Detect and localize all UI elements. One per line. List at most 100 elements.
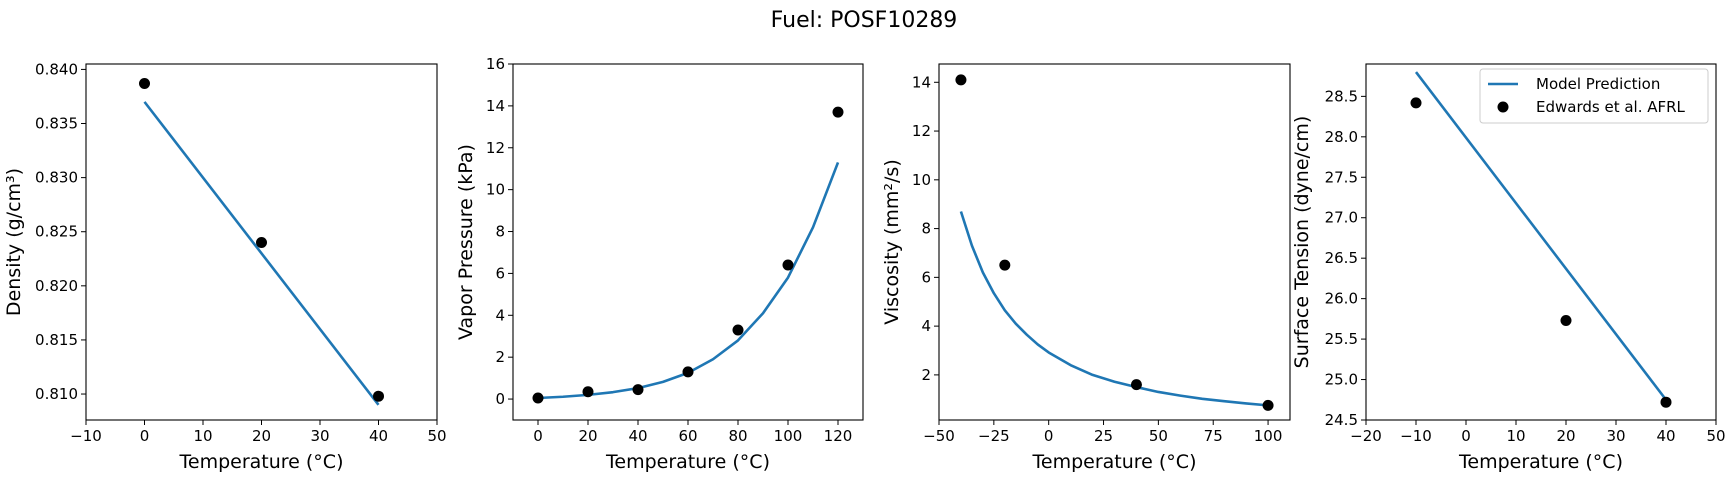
x-tick-label: 100 — [774, 427, 803, 445]
legend-box — [1479, 68, 1709, 124]
y-tick-label: 10 — [486, 181, 505, 199]
data-point — [832, 106, 844, 118]
y-tick-label: 6 — [495, 264, 505, 282]
y-tick-label: 8 — [495, 223, 505, 241]
data-point — [782, 259, 794, 271]
y-tick-label: 0 — [495, 390, 505, 408]
panel-1: −10 0 10 20 30 40 50 0.810 0.815 0.820 0.825 0.830 0… — [3, 60, 447, 473]
x-tick-label: −10 — [70, 427, 102, 445]
data-point — [1130, 379, 1142, 391]
x-tick-label: 50 — [1706, 427, 1725, 445]
data-point — [955, 74, 967, 86]
x-tick-label: −20 — [1350, 427, 1382, 445]
y-axis-label: Viscosity (mm²/s) — [881, 159, 903, 325]
data-point — [582, 386, 594, 398]
y-tick-label: 12 — [912, 122, 931, 140]
data-point — [682, 366, 694, 378]
y-tick-label: 28.0 — [1325, 128, 1358, 146]
model-prediction-line — [1414, 71, 1668, 401]
y-tick-label: 26.0 — [1325, 290, 1358, 308]
y-tick-label: 0.815 — [35, 331, 78, 349]
y-tick-label: 25.0 — [1325, 371, 1358, 389]
y-axis-label: Surface Tension (dyne/cm) — [1291, 116, 1313, 369]
data-point — [1262, 399, 1274, 411]
plot-frame — [938, 63, 1291, 421]
data-point — [139, 77, 150, 89]
y-tick-label: 27.5 — [1325, 168, 1358, 186]
y-tick-label: 16 — [486, 55, 505, 73]
x-tick-label: 50 — [1149, 427, 1168, 445]
x-tick-label: −10 — [1400, 427, 1432, 445]
y-tick-label: 2 — [495, 348, 505, 366]
data-point — [1410, 97, 1422, 109]
y-tick-label: 10 — [912, 171, 931, 189]
x-tick-label: 40 — [369, 427, 388, 445]
y-tick-label: 14 — [486, 97, 505, 115]
chart-panels: −10 0 10 20 30 40 500.8100.8150.8200.8250.8300… — [3, 55, 1726, 473]
y-tick-label: 0.820 — [35, 277, 78, 295]
x-tick-label: 0 — [533, 427, 543, 445]
x-tick-label: −50 — [923, 427, 955, 445]
data-point — [632, 384, 644, 396]
x-tick-label: 0 — [1044, 427, 1054, 445]
x-tick-label: 20 — [252, 427, 271, 445]
data-point — [1560, 314, 1572, 326]
plot-frame — [512, 63, 864, 421]
data-point — [732, 324, 744, 336]
y-tick-label: 28.5 — [1325, 87, 1358, 105]
plot-frame — [85, 63, 438, 421]
x-axis-label: Temperature (°C) — [605, 451, 770, 473]
x-tick-label: −25 — [978, 427, 1010, 445]
legend-label-model: Model Prediction — [1536, 75, 1660, 93]
x-tick-label: 60 — [678, 427, 697, 445]
model-prediction-line — [537, 161, 840, 400]
x-tick-label: 40 — [628, 427, 647, 445]
x-tick-label: 75 — [1204, 427, 1223, 445]
y-tick-label: 26.5 — [1325, 249, 1358, 267]
model-prediction-line — [143, 101, 380, 406]
x-tick-label: 0 — [140, 427, 150, 445]
y-tick-label: 0.835 — [35, 115, 78, 133]
y-tick-label: 14 — [912, 73, 931, 91]
panel-3: −50 −25 0 25 50 75 100 2 4 6 8 10 12 14 Temperature (°… — [881, 63, 1291, 473]
y-axis-label: Density (g/cm³) — [3, 168, 25, 316]
y-tick-label: 12 — [486, 139, 505, 157]
y-tick-label: 27.0 — [1325, 209, 1358, 227]
x-tick-label: 25 — [1094, 427, 1113, 445]
y-tick-label: 0.840 — [35, 60, 78, 78]
legend: Model Prediction Edwards et al. AFRL — [1479, 68, 1709, 124]
x-tick-label: 80 — [728, 427, 747, 445]
panel-4: −20 −10 0 10 20 30 40 50 24.5 25.0 25.5 26.0 26.5 27.… — [1291, 63, 1726, 473]
legend-marker-swatch — [1497, 101, 1509, 113]
data-point — [999, 259, 1011, 271]
x-tick-label: 120 — [824, 427, 853, 445]
x-tick-label: 100 — [1254, 427, 1283, 445]
data-point — [532, 392, 544, 404]
y-tick-label: 4 — [921, 317, 931, 335]
y-tick-label: 4 — [495, 306, 505, 324]
y-tick-label: 0.810 — [35, 385, 78, 403]
y-tick-label: 0.825 — [35, 223, 78, 241]
x-axis-label: Temperature (°C) — [1458, 451, 1623, 473]
x-tick-label: 30 — [1606, 427, 1625, 445]
x-tick-label: 0 — [1461, 427, 1471, 445]
data-point — [373, 390, 384, 402]
y-tick-label: 25.5 — [1325, 330, 1358, 348]
y-axis-label: Vapor Pressure (kPa) — [455, 144, 477, 340]
y-tick-label: 24.5 — [1325, 411, 1358, 429]
y-tick-label: 8 — [921, 220, 931, 238]
x-tick-label: 10 — [193, 427, 212, 445]
x-tick-label: 40 — [1656, 427, 1675, 445]
x-axis-label: Temperature (°C) — [179, 451, 344, 473]
x-tick-label: 50 — [427, 427, 446, 445]
legend-label-data: Edwards et al. AFRL — [1536, 98, 1686, 116]
figure-suptitle: Fuel: POSF10289 — [771, 8, 958, 33]
x-tick-label: 20 — [578, 427, 597, 445]
data-point — [1660, 396, 1672, 408]
panel-2: 0 20 40 60 80 100 120 0 2 4 6 8 10 12 14 16 Temperature … — [455, 55, 864, 473]
plot-frame — [1365, 63, 1717, 421]
y-tick-label: 0.830 — [35, 169, 78, 187]
x-tick-label: 20 — [1556, 427, 1575, 445]
x-axis-label: Temperature (°C) — [1032, 451, 1197, 473]
